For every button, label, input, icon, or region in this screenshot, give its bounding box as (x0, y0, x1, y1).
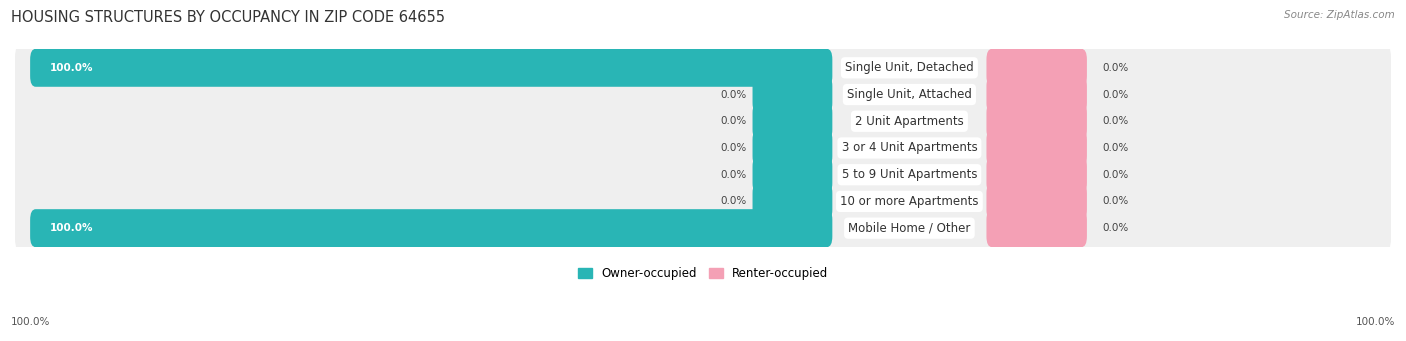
Text: 3 or 4 Unit Apartments: 3 or 4 Unit Apartments (842, 142, 977, 154)
Text: 0.0%: 0.0% (1102, 63, 1128, 73)
FancyBboxPatch shape (987, 102, 1087, 140)
Text: 10 or more Apartments: 10 or more Apartments (841, 195, 979, 208)
FancyBboxPatch shape (752, 102, 832, 140)
Text: 0.0%: 0.0% (1102, 196, 1128, 206)
Text: 0.0%: 0.0% (721, 170, 747, 180)
Text: 0.0%: 0.0% (721, 116, 747, 126)
FancyBboxPatch shape (15, 178, 1391, 225)
FancyBboxPatch shape (987, 156, 1087, 194)
Text: 0.0%: 0.0% (1102, 143, 1128, 153)
Text: Single Unit, Attached: Single Unit, Attached (846, 88, 972, 101)
Text: HOUSING STRUCTURES BY OCCUPANCY IN ZIP CODE 64655: HOUSING STRUCTURES BY OCCUPANCY IN ZIP C… (11, 10, 446, 25)
Legend: Owner-occupied, Renter-occupied: Owner-occupied, Renter-occupied (572, 262, 834, 284)
Text: Source: ZipAtlas.com: Source: ZipAtlas.com (1284, 10, 1395, 20)
FancyBboxPatch shape (752, 182, 832, 220)
FancyBboxPatch shape (15, 151, 1391, 198)
FancyBboxPatch shape (15, 71, 1391, 118)
FancyBboxPatch shape (987, 209, 1087, 247)
Text: 0.0%: 0.0% (1102, 223, 1128, 233)
Text: 0.0%: 0.0% (1102, 116, 1128, 126)
FancyBboxPatch shape (987, 129, 1087, 167)
FancyBboxPatch shape (15, 204, 1391, 252)
Text: 100.0%: 100.0% (1355, 317, 1395, 327)
FancyBboxPatch shape (752, 76, 832, 114)
Text: 2 Unit Apartments: 2 Unit Apartments (855, 115, 963, 128)
FancyBboxPatch shape (30, 49, 832, 87)
FancyBboxPatch shape (30, 209, 832, 247)
Text: 100.0%: 100.0% (49, 223, 93, 233)
Text: 0.0%: 0.0% (1102, 90, 1128, 100)
Text: 100.0%: 100.0% (11, 317, 51, 327)
Text: 5 to 9 Unit Apartments: 5 to 9 Unit Apartments (842, 168, 977, 181)
FancyBboxPatch shape (752, 129, 832, 167)
Text: 0.0%: 0.0% (721, 196, 747, 206)
Text: Single Unit, Detached: Single Unit, Detached (845, 61, 974, 74)
FancyBboxPatch shape (15, 98, 1391, 145)
FancyBboxPatch shape (15, 124, 1391, 172)
Text: 0.0%: 0.0% (721, 143, 747, 153)
FancyBboxPatch shape (987, 76, 1087, 114)
FancyBboxPatch shape (15, 44, 1391, 92)
Text: 0.0%: 0.0% (1102, 170, 1128, 180)
Text: 0.0%: 0.0% (721, 90, 747, 100)
Text: 100.0%: 100.0% (49, 63, 93, 73)
FancyBboxPatch shape (987, 49, 1087, 87)
FancyBboxPatch shape (987, 182, 1087, 220)
FancyBboxPatch shape (752, 156, 832, 194)
Text: Mobile Home / Other: Mobile Home / Other (848, 222, 970, 235)
